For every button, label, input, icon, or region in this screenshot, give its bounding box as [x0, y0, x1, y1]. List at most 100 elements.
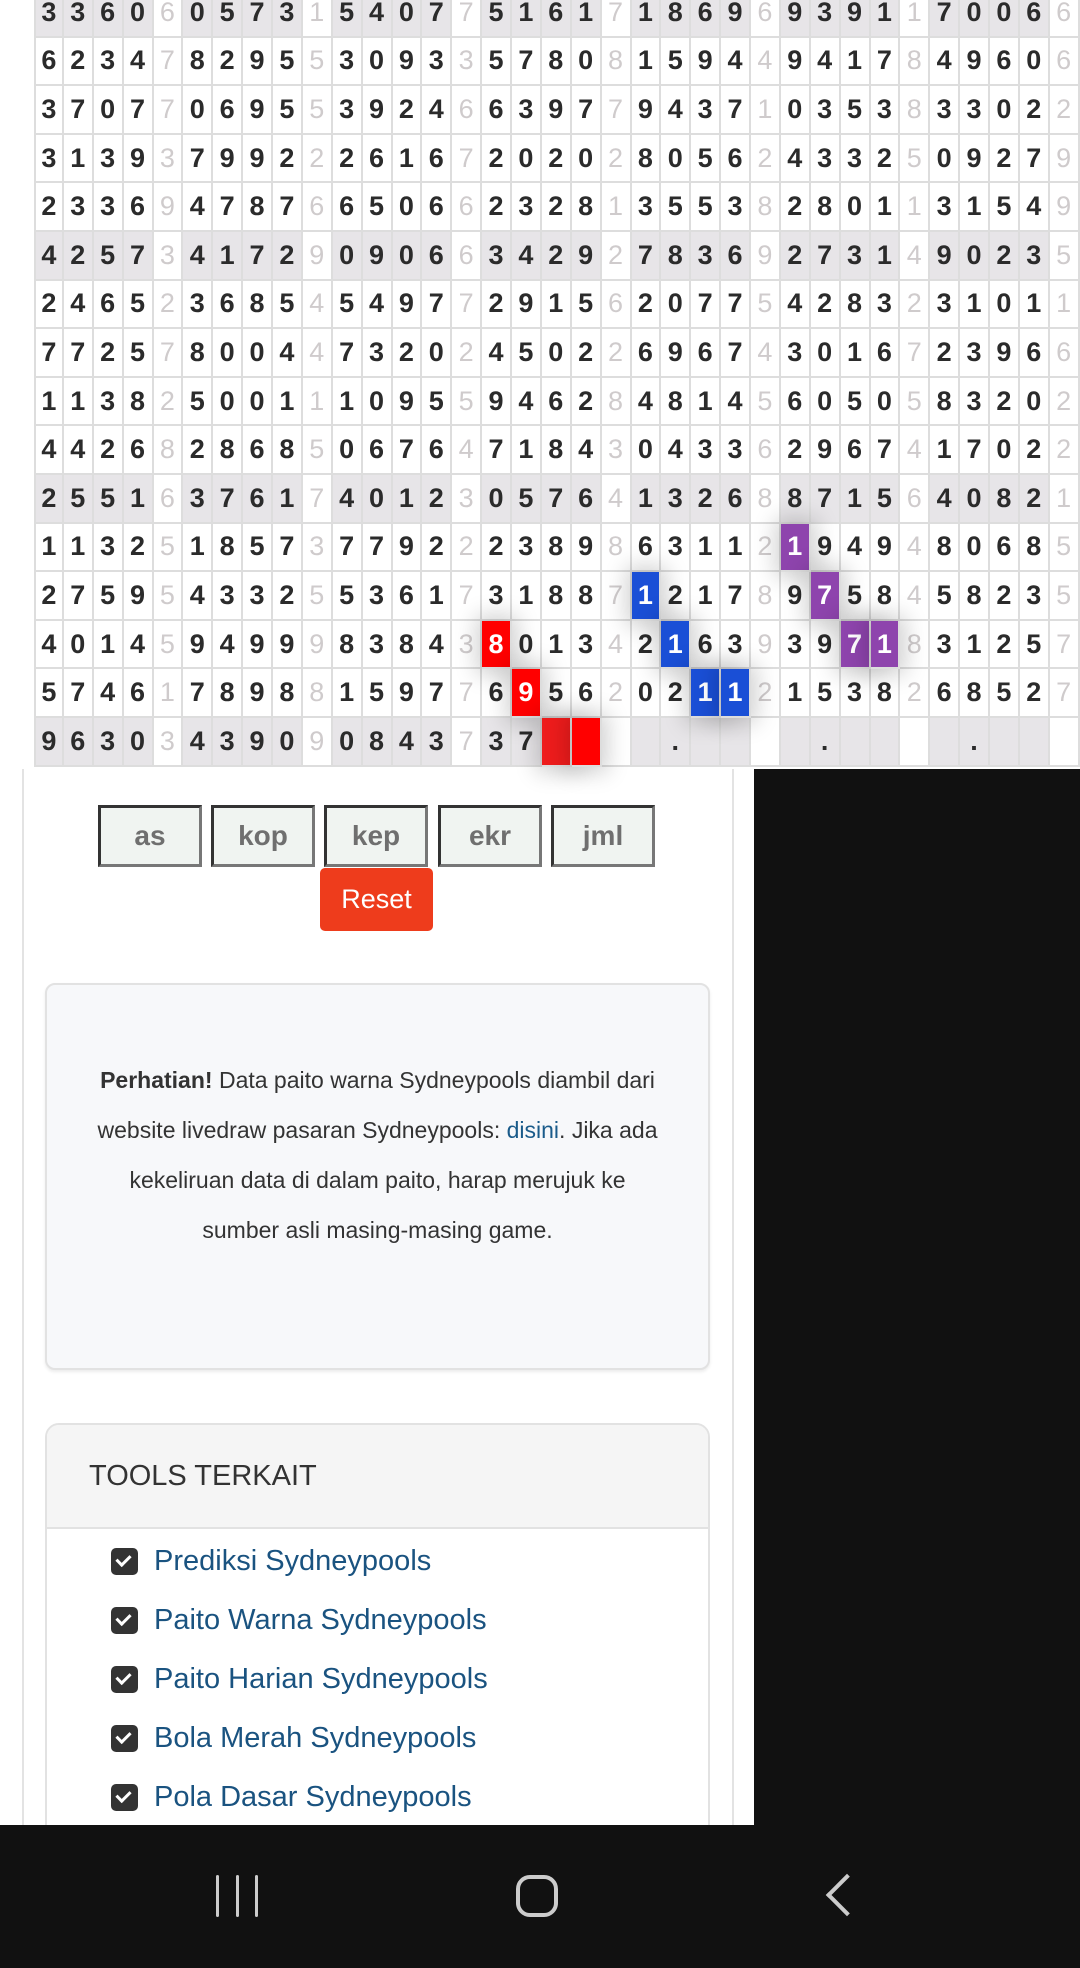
- grid-cell-index[interactable]: 6: [1049, 329, 1080, 378]
- grid-cell[interactable]: 3: [332, 86, 363, 135]
- grid-cell[interactable]: 3: [810, 0, 841, 38]
- grid-cell-index[interactable]: 7: [452, 280, 483, 330]
- grid-cell[interactable]: 2: [482, 183, 512, 232]
- grid-cell-index[interactable]: 2: [751, 669, 781, 718]
- grid-cell[interactable]: 2: [273, 572, 303, 621]
- grid-cell-index[interactable]: 2: [751, 134, 781, 184]
- grid-cell-index[interactable]: 7: [153, 329, 184, 378]
- grid-cell[interactable]: 4: [123, 620, 154, 670]
- grid-cell-index[interactable]: 5: [302, 86, 333, 135]
- grid-cell-index[interactable]: 2: [302, 134, 333, 184]
- grid-cell-index[interactable]: 3: [302, 523, 333, 573]
- grid-cell[interactable]: 3: [870, 86, 901, 135]
- grid-cell[interactable]: 0: [183, 0, 214, 38]
- grid-cell[interactable]: 3: [721, 620, 751, 670]
- grid-cell[interactable]: 6: [1019, 0, 1050, 38]
- grid-cell[interactable]: 5: [661, 183, 692, 232]
- grid-cell[interactable]: 8: [243, 183, 273, 232]
- grid-cell-index[interactable]: 6: [601, 280, 632, 330]
- grid-cell[interactable]: 0: [960, 231, 990, 281]
- grid-cell-index[interactable]: 1: [153, 669, 184, 718]
- grid-cell-index[interactable]: 2: [601, 329, 632, 378]
- grid-cell[interactable]: 0: [810, 329, 841, 378]
- grid-cell[interactable]: 5: [93, 474, 124, 524]
- grid-cell[interactable]: 2: [34, 280, 64, 330]
- grid-cell[interactable]: 0: [213, 329, 244, 378]
- grid-cell-index[interactable]: 9: [1049, 183, 1080, 232]
- grid-cell-index[interactable]: 8: [751, 572, 781, 621]
- grid-cell[interactable]: 3: [691, 86, 722, 135]
- reset-button[interactable]: Reset: [320, 868, 433, 931]
- grid-cell[interactable]: 3: [362, 620, 393, 670]
- grid-cell[interactable]: [691, 717, 722, 767]
- grid-cell[interactable]: 5: [1019, 620, 1050, 670]
- grid-cell[interactable]: 3: [1019, 572, 1050, 621]
- grid-cell[interactable]: 9: [243, 37, 273, 87]
- grid-cell[interactable]: 6: [691, 620, 722, 670]
- grid-cell[interactable]: 4: [183, 572, 214, 621]
- grid-cell[interactable]: 1: [63, 134, 94, 184]
- grid-cell-index[interactable]: 2: [153, 280, 184, 330]
- grid-cell-index[interactable]: 9: [302, 620, 333, 670]
- grid-cell[interactable]: 6: [571, 669, 602, 718]
- grid-cell[interactable]: 6: [362, 134, 393, 184]
- grid-cell[interactable]: 2: [273, 231, 303, 281]
- grid-cell-index[interactable]: 1: [1049, 280, 1080, 330]
- grid-cell[interactable]: 3: [34, 86, 64, 135]
- grid-cell[interactable]: 2: [780, 231, 811, 281]
- grid-cell[interactable]: 2: [392, 329, 423, 378]
- grid-cell-index[interactable]: 3: [153, 134, 184, 184]
- grid-cell[interactable]: 7: [63, 329, 94, 378]
- grid-cell[interactable]: 2: [990, 231, 1020, 281]
- grid-cell[interactable]: 2: [1019, 86, 1050, 135]
- grid-cell[interactable]: [870, 717, 901, 767]
- grid-cell-highlighted[interactable]: 1: [691, 669, 722, 718]
- grid-cell[interactable]: 6: [63, 717, 94, 767]
- grid-cell[interactable]: 1: [870, 0, 901, 38]
- grid-cell[interactable]: 0: [123, 0, 154, 38]
- grid-cell-index[interactable]: [751, 717, 781, 767]
- grid-cell[interactable]: 4: [273, 329, 303, 378]
- filter-kep-button[interactable]: kep: [324, 805, 428, 867]
- grid-cell-index[interactable]: 5: [751, 377, 781, 427]
- grid-cell[interactable]: 6: [541, 377, 572, 427]
- grid-cell[interactable]: 6: [721, 474, 751, 524]
- grid-cell[interactable]: 5: [840, 377, 871, 427]
- grid-cell[interactable]: 9: [392, 37, 423, 87]
- grid-cell-index[interactable]: 2: [1049, 377, 1080, 427]
- grid-cell-index[interactable]: 4: [452, 426, 483, 475]
- grid-cell[interactable]: 4: [780, 134, 811, 184]
- grid-cell[interactable]: .: [960, 717, 990, 767]
- grid-cell[interactable]: 5: [332, 280, 363, 330]
- grid-cell[interactable]: 1: [780, 669, 811, 718]
- grid-cell[interactable]: 0: [362, 377, 393, 427]
- grid-cell[interactable]: 5: [93, 572, 124, 621]
- grid-cell[interactable]: 3: [512, 86, 542, 135]
- grid-cell[interactable]: 6: [123, 426, 154, 475]
- grid-cell[interactable]: 2: [691, 474, 722, 524]
- grid-cell[interactable]: 1: [691, 572, 722, 621]
- grid-cell[interactable]: 9: [990, 329, 1020, 378]
- grid-cell[interactable]: 9: [512, 280, 542, 330]
- grid-cell[interactable]: 3: [93, 37, 124, 87]
- grid-cell[interactable]: 6: [213, 86, 244, 135]
- grid-cell-index[interactable]: 7: [601, 572, 632, 621]
- grid-cell[interactable]: 7: [183, 134, 214, 184]
- grid-cell[interactable]: 3: [362, 572, 393, 621]
- grid-cell[interactable]: 6: [1019, 329, 1050, 378]
- grid-cell-index[interactable]: 7: [452, 134, 483, 184]
- grid-cell-index[interactable]: 9: [153, 183, 184, 232]
- grid-cell[interactable]: 5: [840, 86, 871, 135]
- grid-cell-highlighted[interactable]: 8: [482, 620, 512, 670]
- grid-cell-index[interactable]: 4: [900, 231, 931, 281]
- grid-cell-index[interactable]: 1: [601, 183, 632, 232]
- tool-link-bola-merah[interactable]: Bola Merah Sydneypools: [111, 1722, 476, 1755]
- grid-cell-index[interactable]: 9: [751, 231, 781, 281]
- grid-cell-index[interactable]: 5: [452, 377, 483, 427]
- grid-cell-index[interactable]: 9: [751, 620, 781, 670]
- grid-cell[interactable]: 1: [691, 523, 722, 573]
- grid-cell[interactable]: 0: [661, 280, 692, 330]
- grid-cell-index[interactable]: 4: [601, 474, 632, 524]
- grid-cell[interactable]: 2: [482, 523, 512, 573]
- grid-cell[interactable]: 1: [870, 231, 901, 281]
